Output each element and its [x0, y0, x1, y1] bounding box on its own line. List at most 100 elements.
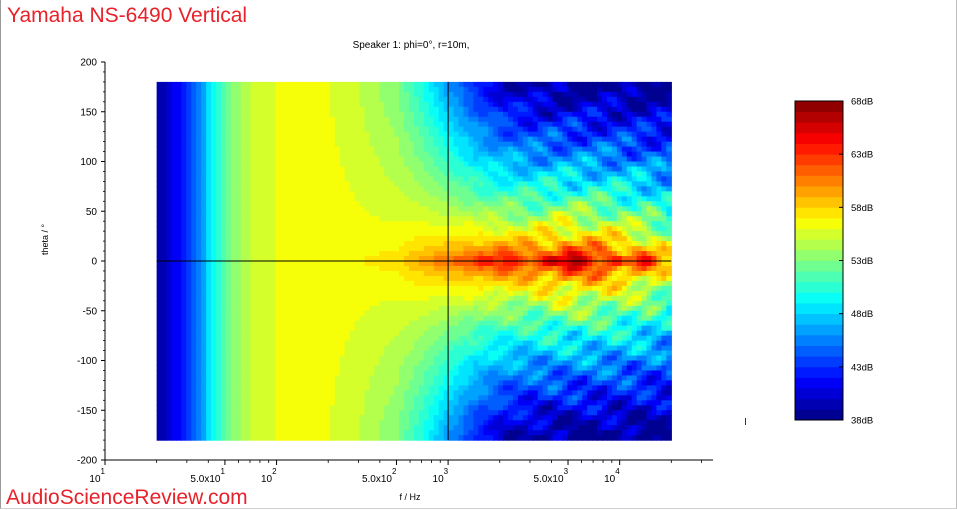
heatmap-cell [161, 241, 168, 247]
heatmap-cell [166, 116, 173, 123]
heatmap-cell [443, 146, 450, 153]
heatmap-cell [418, 290, 425, 297]
heatmap-cell [473, 196, 479, 202]
heatmap-cell [349, 405, 356, 411]
heatmap-cell [433, 275, 440, 282]
heatmap-cell [300, 221, 306, 227]
heatmap-cell [235, 151, 242, 158]
heatmap-cell [483, 270, 489, 277]
heatmap-cell [206, 410, 212, 416]
heatmap-cell [418, 156, 425, 163]
heatmap-cell [161, 425, 168, 431]
heatmap-cell [354, 91, 361, 98]
heatmap-cell [329, 285, 336, 292]
heatmap-cell [211, 126, 217, 133]
heatmap-cell [235, 181, 242, 187]
heatmap-cell [280, 410, 286, 416]
heatmap-cell [225, 430, 232, 436]
heatmap-cell [374, 315, 380, 322]
heatmap-cell [216, 420, 222, 426]
heatmap-cell [433, 191, 440, 197]
heatmap-cell [334, 161, 341, 168]
heatmap-cell [478, 221, 484, 227]
heatmap-cell [156, 435, 163, 441]
heatmap-cell [384, 345, 390, 352]
heatmap-cell [285, 305, 291, 312]
heatmap-cell [369, 91, 375, 98]
heatmap-cell [364, 86, 371, 93]
heatmap-cell [191, 360, 197, 367]
heatmap-cell [448, 256, 455, 262]
heatmap-cell [280, 246, 286, 252]
heatmap-cell [404, 305, 410, 312]
heatmap-cell [399, 206, 405, 212]
heatmap-cell [478, 246, 484, 252]
heatmap-cell [245, 425, 252, 431]
heatmap-cell [176, 350, 182, 357]
heatmap-cell [384, 91, 390, 98]
heatmap-cell [409, 390, 415, 396]
heatmap-cell [305, 270, 311, 277]
heatmap-cell [280, 261, 286, 267]
heatmap-cell [280, 400, 286, 406]
heatmap-cell [344, 400, 351, 406]
heatmap-cell [463, 285, 470, 292]
heatmap-cell [389, 146, 395, 153]
heatmap-cell [404, 146, 410, 153]
heatmap-cell [220, 246, 227, 252]
heatmap-cell [448, 81, 455, 88]
heatmap-cell [166, 325, 173, 332]
heatmap-cell [409, 370, 415, 377]
heatmap-cell [220, 280, 227, 287]
heatmap-cell [374, 295, 380, 302]
heatmap-cell [201, 116, 207, 123]
heatmap-cell [255, 365, 262, 372]
heatmap-cell [176, 231, 182, 237]
heatmap-cell [423, 400, 430, 406]
heatmap-cell [310, 295, 316, 302]
heatmap-cell [399, 355, 405, 362]
heatmap-cell [329, 221, 336, 227]
heatmap-cell [413, 116, 420, 123]
heatmap-cell [488, 116, 494, 123]
heatmap-cell [478, 390, 484, 396]
heatmap-cell [260, 251, 267, 257]
heatmap-cell [260, 186, 267, 192]
heatmap-cell [453, 131, 460, 138]
heatmap-cell [443, 425, 450, 431]
heatmap-cell [384, 420, 390, 426]
heatmap-cell [275, 420, 281, 426]
heatmap-cell [211, 86, 217, 93]
heatmap-cell [478, 365, 484, 372]
heatmap-cell [428, 430, 435, 436]
heatmap-cell [423, 136, 430, 143]
heatmap-cell [186, 196, 192, 202]
heatmap-cell [493, 236, 499, 242]
heatmap-cell [230, 275, 237, 282]
heatmap-cell [394, 211, 400, 217]
heatmap-cell [201, 425, 207, 431]
heatmap-cell [453, 335, 460, 342]
heatmap-cell [453, 126, 460, 133]
heatmap-cell [295, 221, 301, 227]
heatmap-cell [220, 231, 227, 237]
heatmap-cell [240, 186, 247, 192]
heatmap-cell [409, 305, 415, 312]
heatmap-cell [305, 330, 311, 337]
heatmap-cell [458, 171, 465, 178]
heatmap-cell [270, 265, 277, 272]
heatmap-cell [389, 216, 395, 222]
heatmap-cell [181, 270, 187, 277]
heatmap-cell [384, 161, 390, 168]
heatmap-cell [275, 146, 281, 153]
heatmap-cell [478, 191, 484, 197]
heatmap-cell [166, 275, 173, 282]
heatmap-cell [216, 405, 222, 411]
heatmap-cell [220, 435, 227, 441]
heatmap-cell [488, 86, 494, 93]
heatmap-cell [250, 320, 257, 327]
heatmap-cell [404, 171, 410, 178]
heatmap-cell [300, 405, 306, 411]
heatmap-cell [438, 226, 445, 232]
heatmap-cell [379, 290, 385, 297]
